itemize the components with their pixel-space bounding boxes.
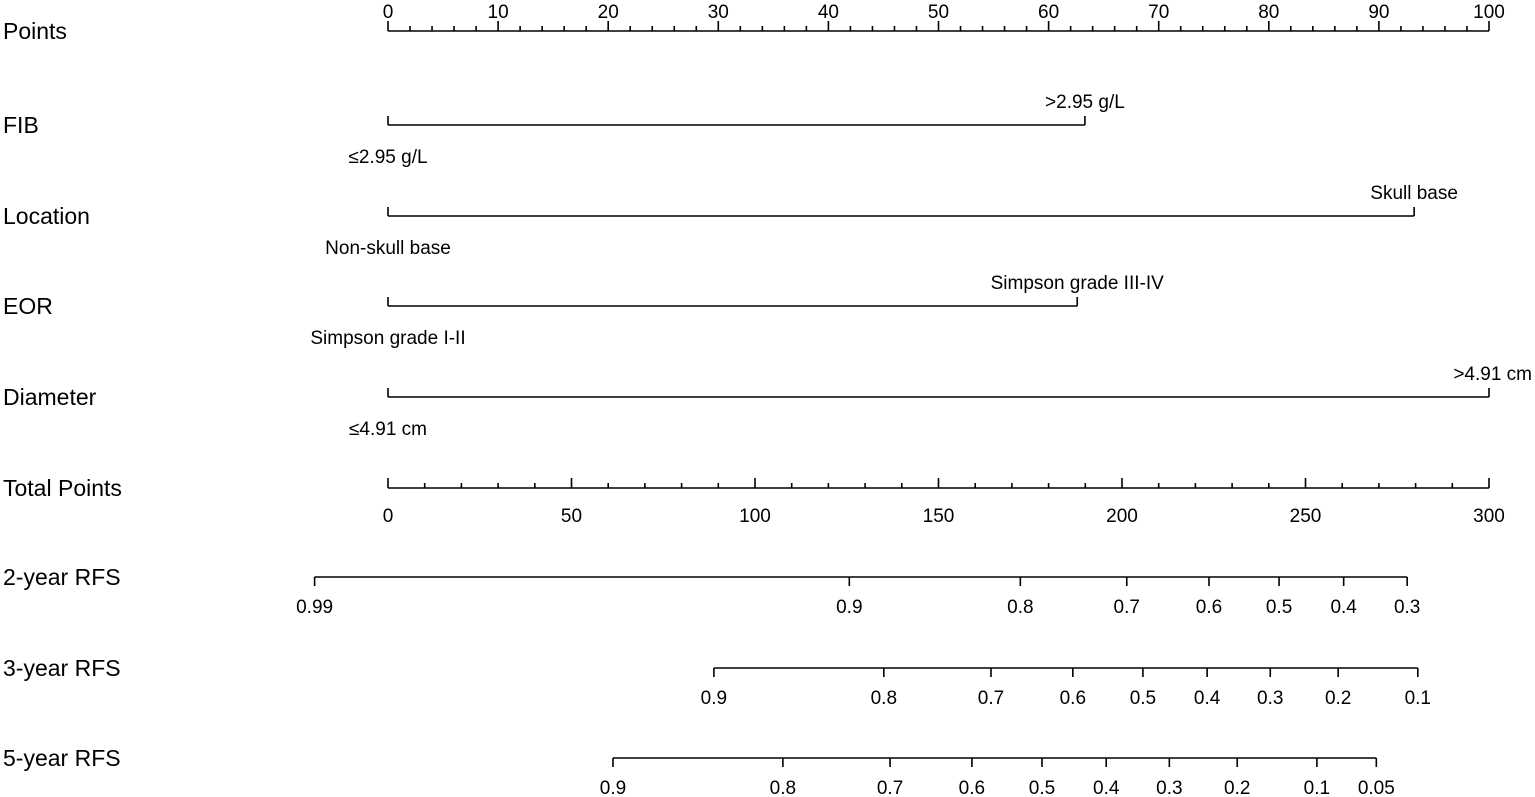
2-year-rfs-tick-label: 0.9 [836,597,862,618]
5-year-rfs-tick-label: 0.8 [770,778,796,797]
points-tick-label: 20 [598,2,619,23]
fib-row-label: FIB [3,112,39,138]
total-points-tick-label: 300 [1473,506,1505,527]
3-year-rfs-tick-label: 0.5 [1130,688,1156,709]
points-tick-label: 90 [1368,2,1389,23]
5-year-rfs-row-label: 5-year RFS [3,745,121,771]
3-year-rfs-tick-label: 0.3 [1257,688,1283,709]
fib-level-label: ≤2.95 g/L [348,147,427,168]
3-year-rfs-tick-label: 0.9 [701,688,727,709]
5-year-rfs-tick-label: 0.7 [877,778,903,797]
5-year-rfs-tick-label: 0.05 [1358,778,1395,797]
eor-row-label: EOR [3,293,53,319]
points-tick-label: 50 [928,2,949,23]
total-points-tick-label: 200 [1106,506,1138,527]
2-year-rfs-tick-label: 0.3 [1394,597,1420,618]
diameter-row-label: Diameter [3,384,97,410]
total-points-row-label: Total Points [3,475,122,501]
eor-level-label: Simpson grade III-IV [991,273,1165,294]
points-tick-label: 70 [1148,2,1169,23]
fib-level-label: >2.95 g/L [1045,92,1125,113]
points-tick-label: 60 [1038,2,1059,23]
points-tick-label: 0 [383,2,394,23]
3-year-rfs-tick-label: 0.4 [1194,688,1221,709]
points-tick-label: 80 [1258,2,1279,23]
points-tick-label: 30 [708,2,729,23]
5-year-rfs-tick-label: 0.5 [1029,778,1055,797]
5-year-rfs-tick-label: 0.3 [1156,778,1182,797]
location-level-label: Skull base [1370,183,1458,204]
2-year-rfs-tick-label: 0.8 [1007,597,1033,618]
points-row-label: Points [3,18,67,44]
total-points-tick-label: 250 [1290,506,1322,527]
points-tick-label: 40 [818,2,839,23]
eor-level-label: Simpson grade I-II [310,328,465,349]
3-year-rfs-tick-label: 0.8 [871,688,897,709]
3-year-rfs-tick-label: 0.2 [1325,688,1351,709]
5-year-rfs-tick-label: 0.4 [1093,778,1120,797]
diameter-level-label: ≤4.91 cm [349,419,427,440]
total-points-tick-label: 0 [383,506,394,527]
3-year-rfs-tick-label: 0.1 [1405,688,1431,709]
3-year-rfs-tick-label: 0.6 [1060,688,1086,709]
2-year-rfs-tick-label: 0.5 [1266,597,1292,618]
2-year-rfs-tick-label: 0.4 [1330,597,1357,618]
total-points-tick-label: 150 [923,506,955,527]
2-year-rfs-tick-label: 0.7 [1114,597,1140,618]
2-year-rfs-tick-label: 0.99 [296,597,333,618]
5-year-rfs-tick-label: 0.6 [959,778,985,797]
total-points-tick-label: 100 [739,506,771,527]
3-year-rfs-row-label: 3-year RFS [3,655,121,681]
diameter-level-label: >4.91 cm [1453,364,1532,385]
location-row-label: Location [3,203,90,229]
2-year-rfs-tick-label: 0.6 [1196,597,1222,618]
points-tick-label: 100 [1473,2,1505,23]
2-year-rfs-row-label: 2-year RFS [3,564,121,590]
total-points-tick-label: 50 [561,506,582,527]
5-year-rfs-tick-label: 0.2 [1224,778,1250,797]
3-year-rfs-tick-label: 0.7 [978,688,1004,709]
location-level-label: Non-skull base [325,238,451,259]
5-year-rfs-tick-label: 0.1 [1304,778,1330,797]
points-tick-label: 10 [488,2,509,23]
5-year-rfs-tick-label: 0.9 [600,778,626,797]
